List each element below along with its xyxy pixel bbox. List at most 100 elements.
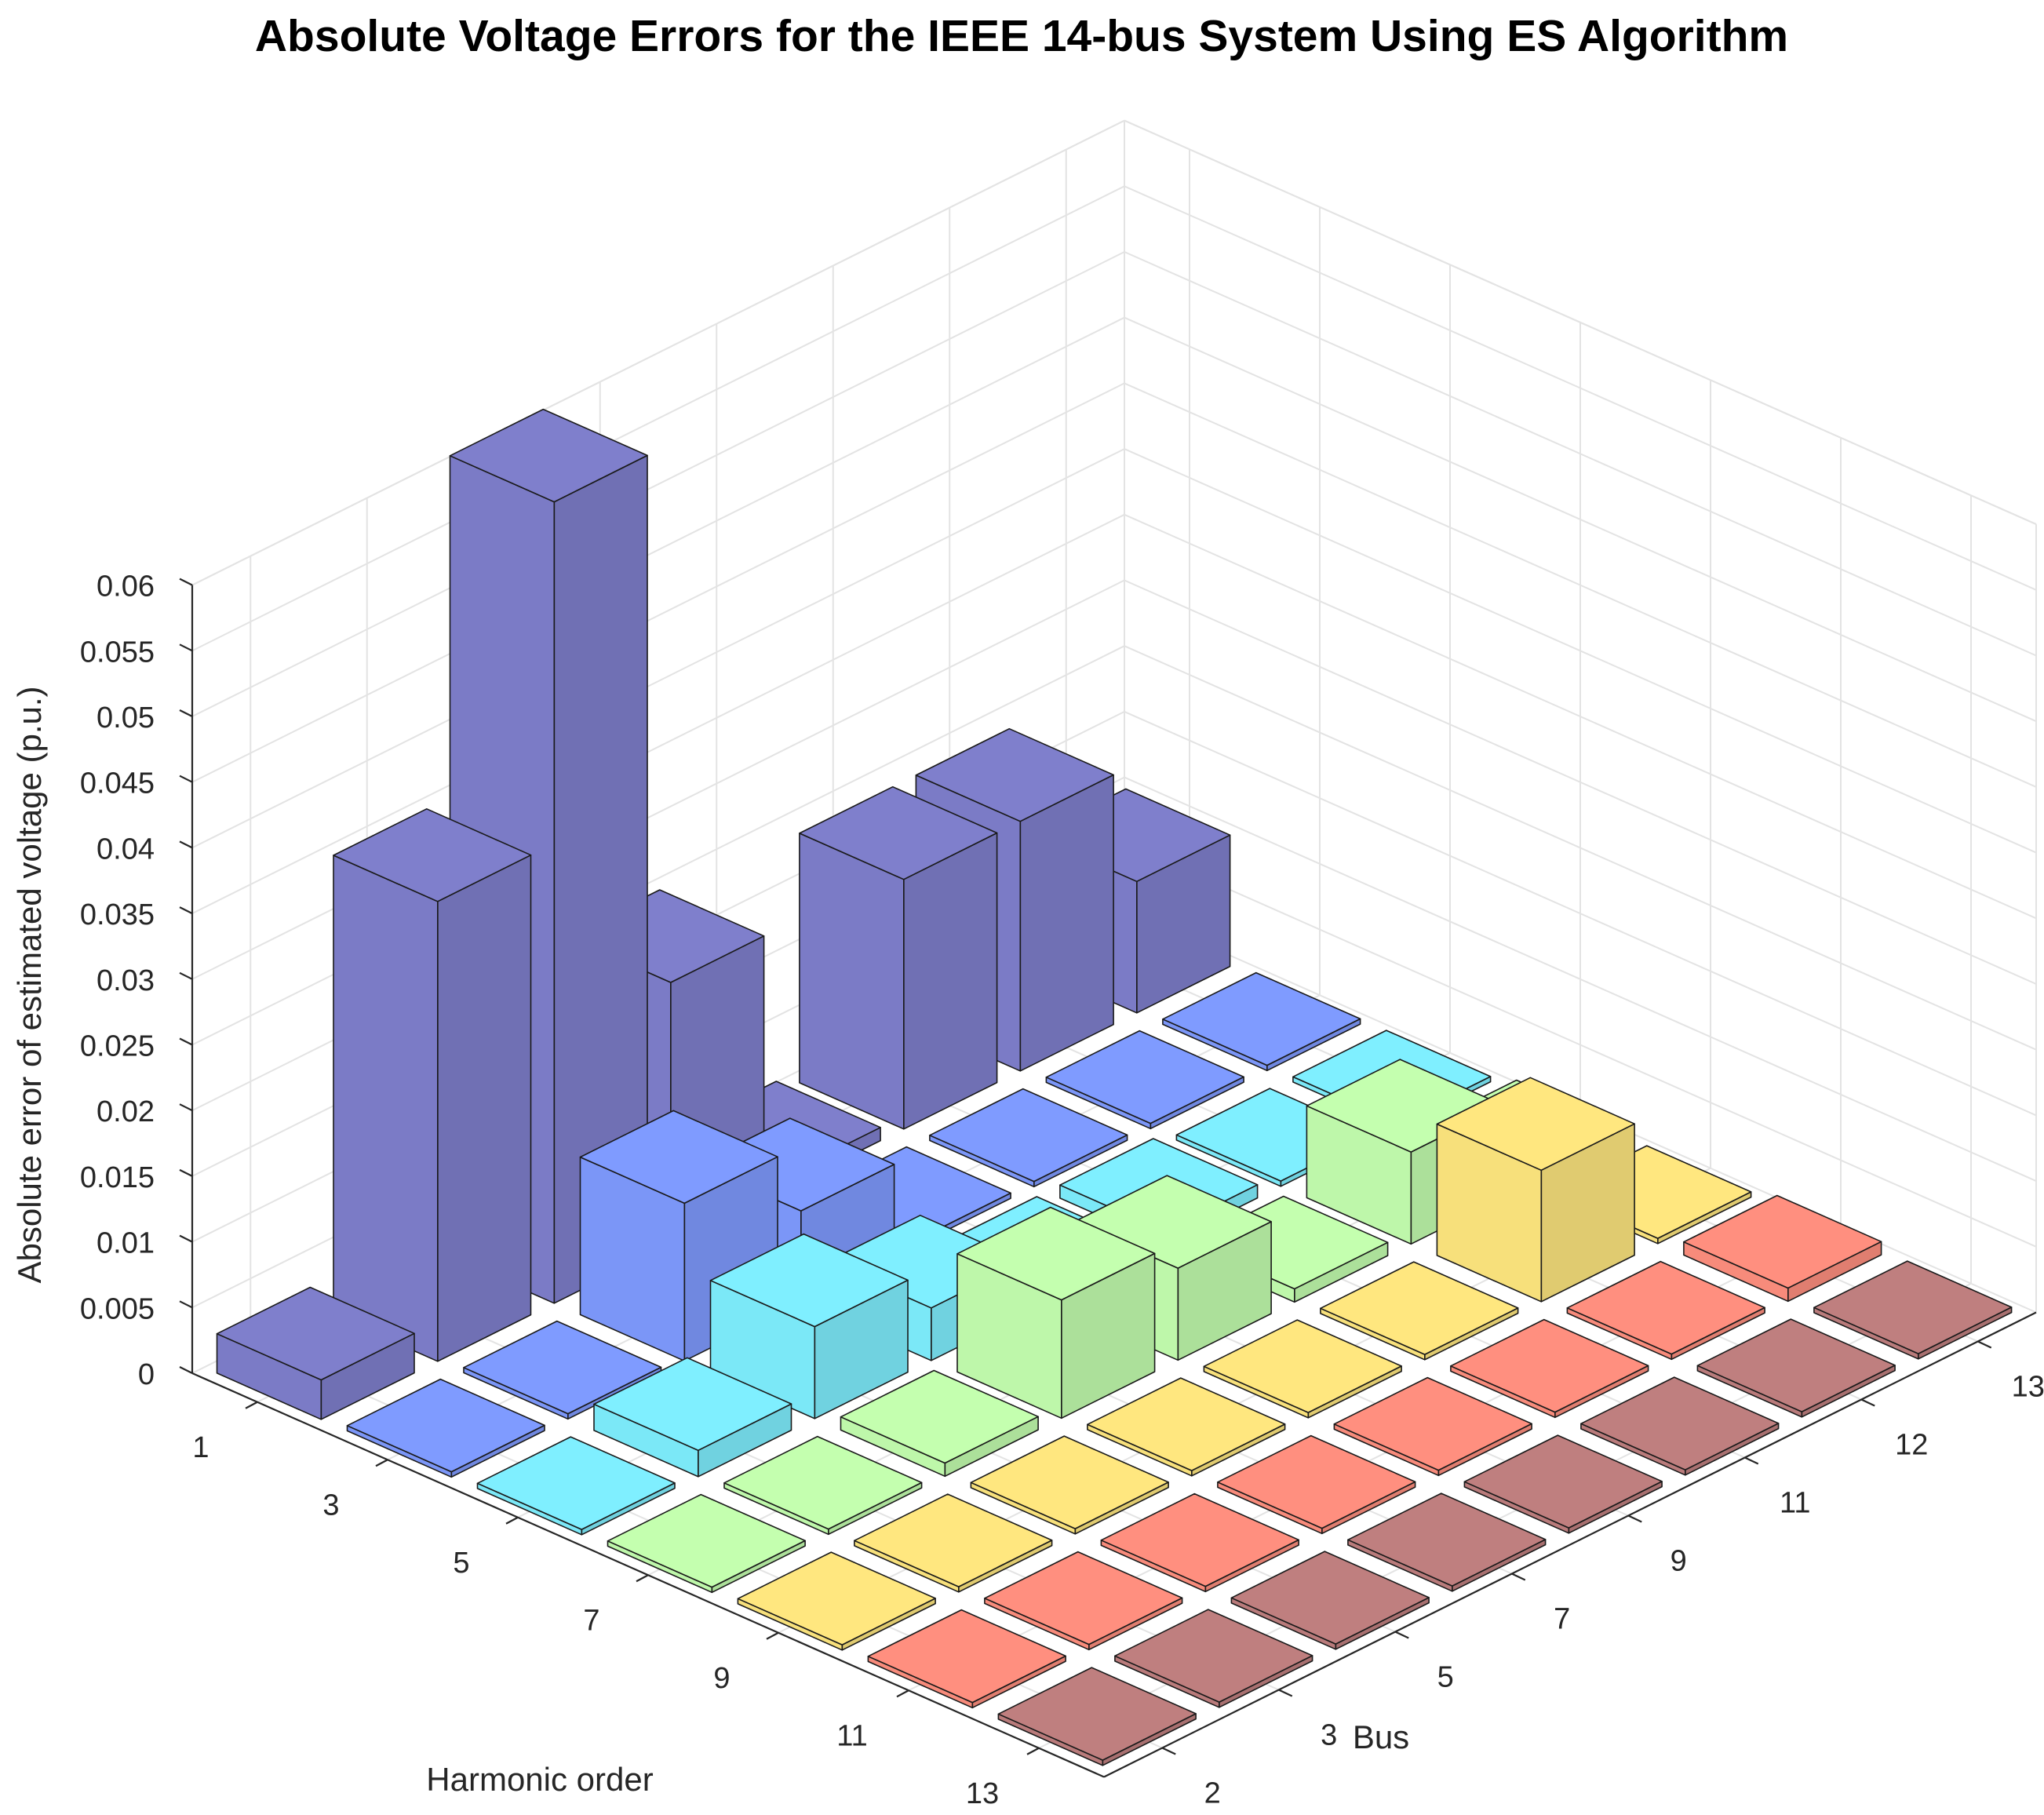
y-tick-label: 3 (1321, 1719, 1337, 1752)
bar-h9-bus9 (1203, 1319, 1402, 1419)
bar-h1-bus3 (333, 808, 532, 1362)
bar-h9-bus5 (970, 1435, 1169, 1535)
bar-h11-bus9 (1333, 1376, 1532, 1477)
y-tick-label: 2 (1204, 1777, 1221, 1810)
x-axis-label: Harmonic order (426, 1761, 653, 1798)
bar-h11-bus11 (1450, 1318, 1649, 1419)
grid-line (191, 382, 1125, 849)
z-tick (179, 1168, 193, 1177)
grid-line (191, 119, 1125, 586)
y-tick (1511, 1573, 1526, 1581)
bar-h13-bus5 (1230, 1551, 1430, 1650)
bar-h1-bus2 (216, 1286, 415, 1420)
bar-h1-bus11 (799, 785, 998, 1130)
z-tick (179, 1366, 193, 1374)
bar-h3-bus2 (346, 1378, 545, 1478)
bar-h13-bus3 (1114, 1609, 1313, 1708)
y-tick (1860, 1398, 1875, 1407)
z-tick (179, 709, 193, 717)
z-tick (179, 1037, 193, 1046)
z-tick (179, 774, 193, 783)
z-tick-label: 0.02 (97, 1095, 155, 1128)
y-tick-label: 5 (1437, 1661, 1454, 1694)
x-tick (766, 1631, 779, 1640)
x-tick (375, 1459, 388, 1467)
x-tick-label: 5 (453, 1547, 469, 1580)
x-tick-label: 11 (836, 1719, 867, 1752)
bar-h7-bus5 (840, 1369, 1039, 1478)
z-tick-label: 0.015 (80, 1161, 155, 1194)
y-tick-label: 9 (1671, 1545, 1687, 1578)
x-tick-label: 3 (322, 1489, 339, 1522)
bar-h9-bus12 (1436, 1077, 1635, 1303)
z-tick-label: 0.06 (97, 570, 155, 603)
z-tick (179, 643, 193, 652)
z-tick (179, 1103, 193, 1112)
bar-h5-bus2 (476, 1436, 676, 1536)
grid-line (191, 316, 1125, 783)
bar-h7-bus2 (607, 1493, 806, 1594)
z-tick-label: 0.01 (97, 1227, 155, 1260)
bar-h3-bus12 (1045, 1030, 1244, 1130)
bar-h11-bus12 (1566, 1260, 1765, 1361)
x-tick-label: 7 (583, 1604, 599, 1637)
z-tick (179, 906, 193, 915)
y-tick (1161, 1747, 1176, 1755)
grid-line (1124, 119, 2037, 526)
bar-h11-bus3 (984, 1551, 1183, 1651)
z-tick (179, 1300, 193, 1309)
axes-layer: 0 0.005 0.01 0.015 0.02 0.025 0.03 0.035 0.04 0.0… (80, 570, 2044, 1810)
z-tick (179, 840, 193, 849)
grid-line (191, 185, 1125, 652)
bar-h11-bus5 (1100, 1492, 1299, 1593)
z-tick-label: 0.035 (80, 898, 155, 931)
y-axis-label: Bus (1353, 1718, 1409, 1755)
z-tick (179, 971, 193, 980)
z-tick-label: 0.045 (80, 767, 155, 800)
y-tick (1394, 1631, 1409, 1639)
bar-h13-bus7 (1347, 1492, 1547, 1592)
y-axis-line (1103, 1311, 2037, 1778)
bar-h11-bus7 (1217, 1434, 1416, 1535)
z-tick-label: 0 (138, 1358, 155, 1391)
x-tick (245, 1401, 258, 1409)
bar-h3-bus11 (929, 1088, 1128, 1188)
bar-h7-bus7 (956, 1206, 1156, 1420)
z-tick-label: 0.04 (97, 833, 155, 866)
z-tick-label: 0.005 (80, 1292, 155, 1325)
z-tick (179, 1234, 193, 1243)
grid-line (191, 448, 1125, 914)
x-tick (1026, 1747, 1040, 1755)
z-tick-label: 0.055 (80, 636, 155, 669)
y-tick-label: 13 (2012, 1371, 2044, 1404)
z-tick (179, 578, 193, 586)
bars-layer (216, 408, 2013, 1766)
z-tick-label: 0.05 (97, 702, 155, 734)
bar-h5-bus5 (709, 1233, 909, 1420)
bar-h13-bus12 (1696, 1318, 1896, 1418)
bar-h9-bus2 (737, 1551, 936, 1651)
y-tick-label: 7 (1554, 1603, 1570, 1636)
bar-h3-bus3 (463, 1320, 662, 1420)
y-tick (1627, 1514, 1642, 1523)
x-tick (896, 1689, 909, 1698)
x-tick-label: 13 (966, 1777, 999, 1810)
bar-h13-bus11 (1580, 1376, 1780, 1476)
y-tick (1977, 1340, 1992, 1349)
bar-h11-bus13 (1683, 1194, 1882, 1303)
grid-line (191, 251, 1125, 717)
y-tick (1278, 1689, 1293, 1697)
x-tick-label: 1 (192, 1431, 209, 1464)
bar-h13-bus13 (1813, 1260, 2013, 1360)
x-tick (505, 1516, 519, 1525)
bar-h11-bus2 (867, 1609, 1066, 1709)
z-tick-label: 0.025 (80, 1030, 155, 1063)
z-tick-label: 0.03 (97, 964, 155, 997)
x-tick-label: 9 (713, 1662, 730, 1695)
bar-h9-bus11 (1320, 1261, 1519, 1361)
bar-h5-bus3 (593, 1357, 792, 1478)
y-tick (1744, 1456, 1759, 1465)
y-tick-label: 11 (1780, 1487, 1810, 1520)
bar-h3-bus13 (1162, 971, 1361, 1072)
